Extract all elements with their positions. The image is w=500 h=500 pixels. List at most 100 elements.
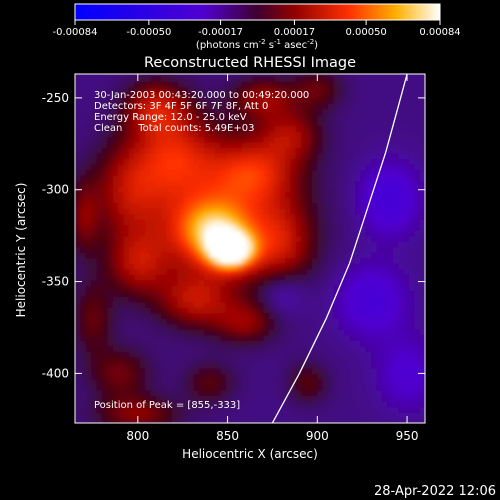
heatmap-cell [145, 411, 151, 419]
heatmap-cell [145, 241, 151, 248]
heatmap-cell [279, 268, 286, 275]
heatmap-cell [225, 279, 232, 286]
heatmap-cell [188, 406, 195, 413]
heatmap-cell [134, 208, 141, 215]
heatmap-cell [150, 152, 157, 160]
heatmap-cell [349, 279, 356, 286]
heatmap-cell [295, 356, 302, 363]
heatmap-cell [371, 75, 378, 82]
heatmap-cell [247, 417, 254, 423]
heatmap-cell [301, 263, 308, 270]
heatmap-cell [198, 208, 205, 215]
heatmap-cell [376, 103, 383, 110]
heatmap-cell [285, 345, 291, 352]
heatmap-cell [107, 74, 114, 77]
heatmap-cell [252, 152, 259, 160]
heatmap-cell [241, 197, 248, 204]
heatmap-cell [355, 186, 361, 193]
heatmap-cell [263, 263, 270, 270]
heatmap-cell [145, 345, 151, 352]
heatmap-cell [398, 230, 405, 237]
heatmap-cell [279, 125, 286, 132]
heatmap-cell [290, 86, 297, 93]
heatmap-cell [258, 285, 265, 292]
heatmap-cell [209, 301, 216, 308]
heatmap-cell [123, 141, 130, 149]
heatmap-cell [188, 86, 195, 93]
heatmap-cell [317, 208, 324, 215]
heatmap-cell [134, 75, 141, 82]
heatmap-cell [328, 152, 335, 160]
heatmap-cell [355, 351, 361, 358]
heatmap-cell [171, 147, 178, 154]
heatmap-cell [414, 367, 421, 374]
heatmap-cell [155, 351, 162, 358]
heatmap-cell [376, 235, 383, 242]
heatmap-cell [317, 389, 324, 397]
y-axis-label: Heliocentric Y (arcsec) [14, 183, 28, 318]
heatmap-cell [215, 141, 221, 149]
heatmap-cell [123, 263, 130, 270]
heatmap-cell [80, 307, 87, 314]
heatmap-cell [96, 191, 103, 198]
heatmap-cell [231, 147, 238, 154]
heatmap-cell [85, 97, 92, 104]
heatmap-cell [247, 296, 254, 303]
heatmap-cell [171, 318, 178, 325]
heatmap-cell [101, 263, 108, 270]
heatmap-cell [376, 274, 383, 281]
heatmap-cell [360, 152, 367, 160]
heatmap-cell [112, 417, 119, 423]
heatmap-cell [220, 263, 227, 270]
heatmap-cell [85, 263, 92, 270]
heatmap-cell [150, 263, 157, 270]
heatmap-cell [376, 301, 383, 308]
heatmap-cell [188, 197, 195, 204]
heatmap-cell [139, 329, 146, 336]
heatmap-cell [419, 74, 425, 77]
heatmap-cell [91, 279, 98, 286]
heatmap-cell [236, 213, 243, 220]
heatmap-cell [279, 241, 286, 248]
heatmap-cell [145, 158, 151, 165]
heatmap-cell [91, 362, 98, 369]
heatmap-cell [290, 356, 297, 363]
heatmap-cell [371, 290, 378, 297]
heatmap-cell [166, 318, 173, 325]
heatmap-cell [381, 81, 388, 88]
heatmap-cell [306, 257, 313, 264]
heatmap-cell [392, 356, 399, 363]
heatmap-cell [182, 186, 189, 193]
heatmap-cell [408, 279, 415, 286]
heatmap-cell [241, 191, 248, 198]
heatmap-cell [376, 334, 383, 341]
heatmap-cell [371, 400, 378, 408]
heatmap-cell [311, 312, 318, 319]
heatmap-cell [155, 213, 162, 220]
heatmap-cell [344, 103, 351, 110]
heatmap-cell [279, 395, 286, 402]
heatmap-cell [247, 307, 254, 314]
heatmap-cell [419, 136, 425, 143]
heatmap-cell [193, 345, 200, 352]
heatmap-cell [118, 411, 125, 419]
heatmap-cell [355, 208, 361, 215]
heatmap-cell [338, 180, 345, 187]
heatmap-cell [349, 125, 356, 132]
heatmap-cell [204, 230, 211, 237]
heatmap-cell [118, 351, 125, 358]
heatmap-cell [268, 290, 275, 297]
heatmap-cell [188, 356, 195, 363]
heatmap-cell [252, 130, 259, 138]
heatmap-cell [301, 164, 308, 171]
heatmap-cell [215, 75, 221, 82]
heatmap-cell [155, 268, 162, 275]
heatmap-cell [274, 356, 281, 363]
heatmap-cell [193, 301, 200, 308]
heatmap-cell [338, 285, 345, 292]
heatmap-cell [317, 323, 324, 330]
heatmap-cell [398, 252, 405, 259]
heatmap-cell [91, 246, 98, 253]
heatmap-cell [295, 312, 302, 319]
heatmap-cell [317, 141, 324, 149]
